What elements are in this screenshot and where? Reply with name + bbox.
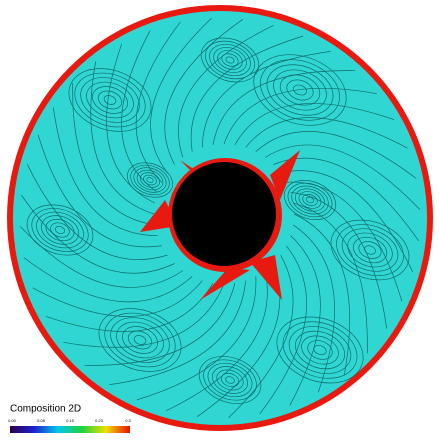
colorbar-tick-label: 0.15 [66, 418, 75, 423]
colorbar-tick-label: 0.3 [125, 418, 131, 423]
colorbar-tick-label: 0.23 [95, 418, 104, 423]
colorbar-tick-label: 0.08 [37, 418, 46, 423]
colorbar-ticks: 0.00 0.08 0.15 0.23 0.3 [8, 418, 131, 423]
colorbar [10, 426, 130, 433]
page: {"colorbar": {"title": "Composition 2D",… [0, 0, 439, 442]
colorbar-tick-label: 0.00 [8, 418, 17, 423]
visualization: Composition 2D 0.00 0.08 0.15 0.23 0.3 [0, 0, 439, 442]
inner-cylinder [172, 162, 276, 266]
colorbar-title: Composition 2D [10, 404, 81, 415]
